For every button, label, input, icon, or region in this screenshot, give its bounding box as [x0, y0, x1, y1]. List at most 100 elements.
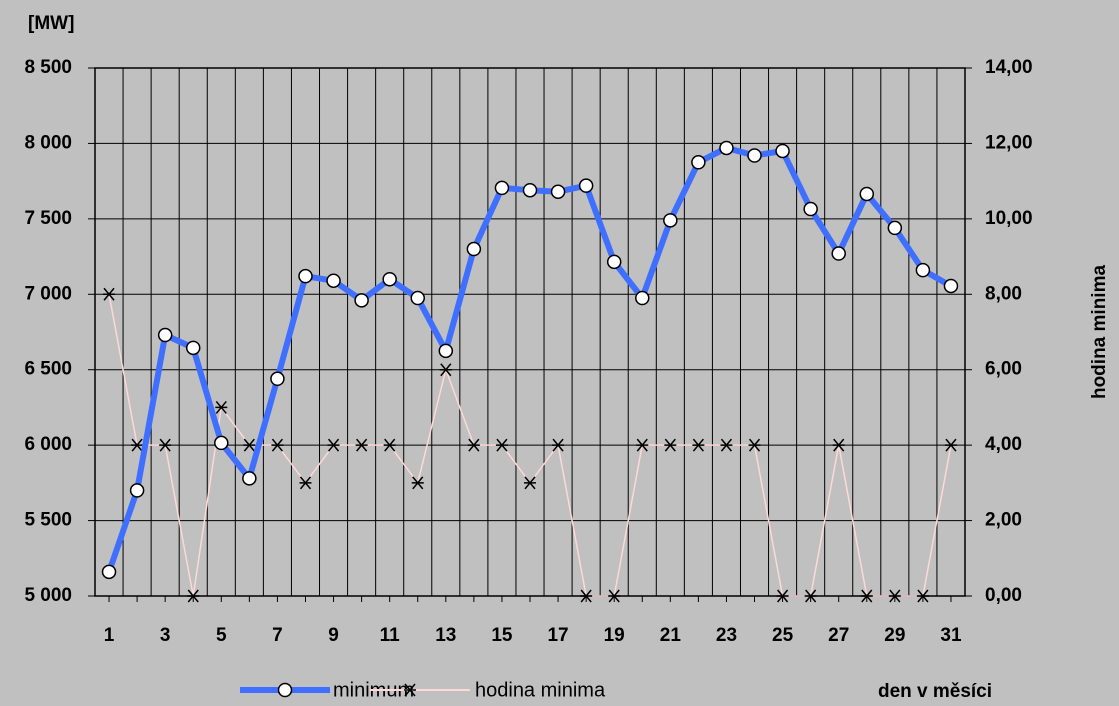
marker	[550, 184, 566, 199]
marker	[552, 438, 565, 452]
x-axis-label: den v měsíci	[878, 681, 992, 702]
marker	[719, 140, 734, 156]
y2-tick-label: 2,00	[985, 510, 1022, 531]
y2-tick-label: 10,00	[985, 208, 1033, 229]
x-tick-label: 5	[216, 625, 227, 646]
y-tick-label: 5 000	[24, 585, 72, 606]
marker	[215, 400, 228, 414]
x-tick-label: 15	[491, 625, 513, 646]
marker	[354, 293, 369, 308]
marker	[888, 589, 901, 603]
x-tick-label: 31	[940, 625, 962, 646]
marker	[438, 343, 454, 359]
marker	[663, 213, 678, 228]
x-tick-label: 21	[660, 625, 682, 646]
x-tick-label: 1	[104, 625, 115, 646]
marker	[466, 241, 482, 257]
marker	[720, 438, 733, 452]
x-tick-label: 17	[547, 625, 568, 646]
marker	[832, 438, 845, 452]
marker	[635, 290, 650, 306]
marker	[915, 262, 931, 278]
marker	[439, 363, 452, 377]
y2-tick-label: 12,00	[985, 132, 1033, 153]
x-tick-label: 19	[604, 625, 625, 646]
marker	[410, 290, 425, 306]
marker	[859, 186, 875, 202]
y-tick-label: 6 000	[24, 434, 72, 455]
marker	[270, 371, 285, 387]
y2-tick-label: 8,00	[985, 283, 1022, 304]
marker	[803, 201, 818, 217]
marker	[383, 438, 396, 452]
marker	[524, 476, 536, 490]
marker	[214, 435, 229, 451]
marker	[271, 438, 284, 452]
x-tick-label: 25	[772, 625, 794, 646]
legend-marker	[277, 682, 293, 698]
y-tick-label: 6 500	[24, 359, 72, 380]
x-tick-label: 7	[272, 625, 283, 646]
marker	[242, 471, 257, 486]
marker	[636, 438, 649, 452]
marker	[467, 438, 480, 452]
marker	[101, 564, 117, 580]
marker	[664, 438, 677, 452]
marker	[522, 182, 538, 198]
marker	[129, 483, 145, 498]
y2-tick-label: 4,00	[985, 434, 1022, 455]
marker	[185, 340, 201, 356]
marker	[943, 278, 959, 294]
x-tick-label: 9	[328, 625, 339, 646]
marker	[131, 438, 144, 452]
marker	[299, 476, 312, 490]
marker	[804, 589, 817, 603]
marker	[831, 246, 846, 261]
marker	[243, 438, 256, 452]
marker	[327, 438, 340, 452]
x-tick-label: 3	[160, 625, 171, 646]
marker	[298, 268, 313, 284]
marker	[159, 438, 172, 452]
y-tick-label: 7 500	[24, 208, 72, 229]
marker	[326, 273, 341, 288]
marker	[382, 271, 397, 287]
marker	[747, 148, 762, 163]
x-tick-label: 23	[716, 625, 737, 646]
marker	[580, 589, 593, 603]
marker	[608, 589, 621, 603]
marker	[775, 143, 790, 159]
marker	[411, 476, 424, 490]
marker	[944, 438, 957, 452]
y2-tick-label: 0,00	[985, 585, 1022, 606]
marker	[692, 438, 705, 452]
y-tick-label: 5 500	[24, 510, 72, 531]
marker	[187, 589, 200, 603]
legend-label: hodina minima	[475, 679, 606, 701]
marker	[860, 589, 873, 603]
marker	[355, 438, 368, 452]
marker	[495, 438, 508, 452]
marker	[691, 155, 706, 170]
y-tick-label: 8 500	[24, 57, 72, 78]
marker	[887, 220, 903, 236]
marker	[157, 327, 173, 343]
y2-tick-label: 6,00	[985, 359, 1022, 380]
marker	[916, 589, 929, 603]
y2-tick-label: 14,00	[985, 57, 1033, 78]
y-tick-label: 8 000	[24, 132, 72, 153]
marker	[748, 438, 761, 452]
marker	[494, 180, 510, 196]
legend-marker	[404, 683, 416, 697]
y2-axis-label: hodina minima	[1089, 265, 1110, 400]
y-tick-label: 7 000	[24, 283, 72, 304]
marker	[103, 287, 116, 301]
y-axis-label: [MW]	[28, 13, 74, 34]
marker	[776, 589, 789, 603]
marker	[606, 254, 622, 270]
marker	[578, 178, 594, 193]
x-tick-label: 13	[435, 625, 456, 646]
x-tick-label: 27	[828, 625, 849, 646]
